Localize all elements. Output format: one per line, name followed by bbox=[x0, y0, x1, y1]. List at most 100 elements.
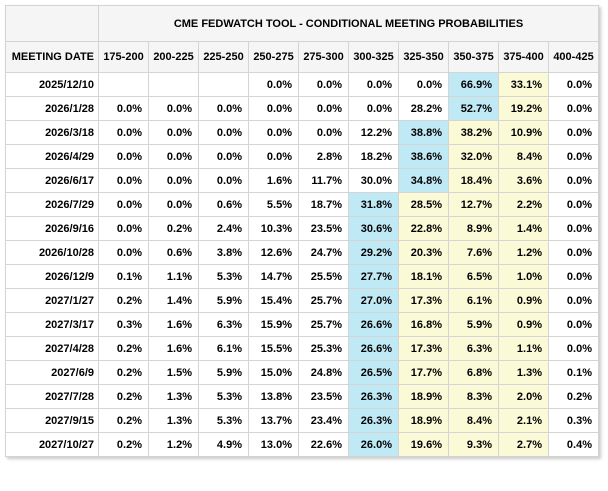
probability-cell: 18.4% bbox=[448, 168, 499, 193]
rate-range-header: 275-300 bbox=[298, 41, 349, 73]
probability-cell: 1.2% bbox=[498, 240, 549, 265]
meeting-date-cell: 2027/4/28 bbox=[5, 336, 99, 361]
probability-cell: 1.1% bbox=[498, 336, 549, 361]
probability-cell: 27.7% bbox=[348, 264, 399, 289]
meeting-date-cell: 2027/3/17 bbox=[5, 312, 99, 337]
probability-cell: 2.2% bbox=[498, 192, 549, 217]
probability-cell: 0.0% bbox=[348, 72, 399, 97]
probability-cell: 16.8% bbox=[398, 312, 449, 337]
probability-cell: 30.0% bbox=[348, 168, 399, 193]
probability-cell: 12.2% bbox=[348, 120, 399, 145]
probability-cell: 13.7% bbox=[248, 408, 299, 433]
probability-rows: 2025/12/10 0.0% 0.0% 0.0% 0.0% 66.9% 33.1% 0.0%… bbox=[5, 72, 599, 457]
probability-cell: 0.3% bbox=[548, 408, 599, 433]
table-row: 2026/9/16 0.0% 0.2% 2.4% 10.3% 23.5% 30.6% 22.8… bbox=[5, 216, 599, 241]
probability-cell: 1.0% bbox=[498, 264, 549, 289]
table-row: 2026/7/29 0.0% 0.0% 0.6% 5.5% 18.7% 31.8% 28.5%… bbox=[5, 192, 599, 217]
probability-cell: 1.6% bbox=[148, 336, 199, 361]
probability-cell: 1.4% bbox=[498, 216, 549, 241]
probability-cell: 0.0% bbox=[148, 96, 199, 121]
fedwatch-probabilities-table: CME FEDWATCH TOOL - CONDITIONAL MEETING … bbox=[5, 5, 599, 457]
probability-cell: 0.1% bbox=[98, 264, 149, 289]
probability-cell: 0.2% bbox=[98, 336, 149, 361]
probability-cell: 5.9% bbox=[448, 312, 499, 337]
probability-cell: 1.2% bbox=[148, 432, 199, 457]
probability-cell: 6.8% bbox=[448, 360, 499, 385]
probability-cell: 0.2% bbox=[98, 432, 149, 457]
probability-cell: 66.9% bbox=[448, 72, 499, 97]
probability-cell: 5.9% bbox=[198, 288, 249, 313]
probability-cell: 0.4% bbox=[548, 432, 599, 457]
probability-cell: 0.0% bbox=[148, 144, 199, 169]
table-title: CME FEDWATCH TOOL - CONDITIONAL MEETING … bbox=[98, 5, 599, 42]
probability-cell: 28.2% bbox=[398, 96, 449, 121]
probability-cell: 0.0% bbox=[98, 216, 149, 241]
probability-cell: 33.1% bbox=[498, 72, 549, 97]
meeting-date-cell: 2027/7/28 bbox=[5, 384, 99, 409]
meeting-date-cell: 2026/4/29 bbox=[5, 144, 99, 169]
table-row: 2027/6/9 0.2% 1.5% 5.9% 15.0% 24.8% 26.5% 17.7%… bbox=[5, 360, 599, 385]
meeting-date-header: MEETING DATE bbox=[5, 41, 99, 73]
table-row: 2026/10/28 0.0% 0.6% 3.8% 12.6% 24.7% 29.2% 20.… bbox=[5, 240, 599, 265]
probability-cell: 0.0% bbox=[298, 120, 349, 145]
rate-range-header: 325-350 bbox=[398, 41, 449, 73]
meeting-date-cell: 2026/1/28 bbox=[5, 96, 99, 121]
rate-range-header: 250-275 bbox=[248, 41, 299, 73]
rate-range-header: 350-375 bbox=[448, 41, 499, 73]
probability-cell: 0.6% bbox=[198, 192, 249, 217]
probability-cell: 25.7% bbox=[298, 312, 349, 337]
probability-cell: 6.1% bbox=[198, 336, 249, 361]
probability-cell: 17.7% bbox=[398, 360, 449, 385]
probability-cell: 15.4% bbox=[248, 288, 299, 313]
probability-cell: 0.0% bbox=[548, 336, 599, 361]
probability-cell: 25.7% bbox=[298, 288, 349, 313]
table-row: 2027/9/15 0.2% 1.3% 5.3% 13.7% 23.4% 26.3% 18.9… bbox=[5, 408, 599, 433]
probability-cell: 0.0% bbox=[548, 96, 599, 121]
probability-cell: 20.3% bbox=[398, 240, 449, 265]
probability-cell: 0.0% bbox=[98, 96, 149, 121]
probability-cell bbox=[98, 72, 149, 97]
probability-cell: 0.9% bbox=[498, 312, 549, 337]
probability-cell: 0.0% bbox=[248, 120, 299, 145]
probability-cell: 38.6% bbox=[398, 144, 449, 169]
probability-cell: 2.1% bbox=[498, 408, 549, 433]
probability-cell: 11.7% bbox=[298, 168, 349, 193]
probability-cell: 0.0% bbox=[548, 192, 599, 217]
probability-cell: 7.6% bbox=[448, 240, 499, 265]
probability-cell: 0.0% bbox=[548, 120, 599, 145]
rate-header-row: MEETING DATE 175-200 200-225 225-250 250-27… bbox=[5, 41, 599, 73]
probability-cell: 0.1% bbox=[548, 360, 599, 385]
meeting-date-cell: 2027/1/27 bbox=[5, 288, 99, 313]
probability-cell: 0.2% bbox=[98, 288, 149, 313]
probability-cell: 38.2% bbox=[448, 120, 499, 145]
probability-cell: 0.2% bbox=[98, 384, 149, 409]
probability-cell: 15.0% bbox=[248, 360, 299, 385]
probability-cell: 5.5% bbox=[248, 192, 299, 217]
probability-cell: 6.3% bbox=[448, 336, 499, 361]
probability-cell: 0.0% bbox=[148, 120, 199, 145]
rate-range-header: 225-250 bbox=[198, 41, 249, 73]
probability-cell: 0.0% bbox=[548, 312, 599, 337]
meeting-date-cell: 2026/9/16 bbox=[5, 216, 99, 241]
probability-cell: 18.1% bbox=[398, 264, 449, 289]
probability-cell: 0.0% bbox=[248, 96, 299, 121]
probability-cell: 17.3% bbox=[398, 288, 449, 313]
probability-cell: 25.3% bbox=[298, 336, 349, 361]
probability-cell bbox=[198, 72, 249, 97]
probability-cell: 0.0% bbox=[198, 120, 249, 145]
probability-cell: 23.5% bbox=[298, 384, 349, 409]
table-row: 2025/12/10 0.0% 0.0% 0.0% 0.0% 66.9% 33.1% 0.0% bbox=[5, 72, 599, 97]
probability-cell: 1.6% bbox=[148, 312, 199, 337]
probability-cell: 5.9% bbox=[198, 360, 249, 385]
probability-cell: 0.0% bbox=[98, 120, 149, 145]
probability-cell: 34.8% bbox=[398, 168, 449, 193]
probability-cell: 5.3% bbox=[198, 264, 249, 289]
meeting-date-cell: 2027/6/9 bbox=[5, 360, 99, 385]
probability-cell: 8.4% bbox=[498, 144, 549, 169]
probability-cell: 0.2% bbox=[148, 216, 199, 241]
probability-cell: 0.0% bbox=[98, 240, 149, 265]
probability-cell: 27.0% bbox=[348, 288, 399, 313]
meeting-date-cell: 2027/10/27 bbox=[5, 432, 99, 457]
probability-cell: 1.3% bbox=[148, 408, 199, 433]
probability-cell: 15.9% bbox=[248, 312, 299, 337]
